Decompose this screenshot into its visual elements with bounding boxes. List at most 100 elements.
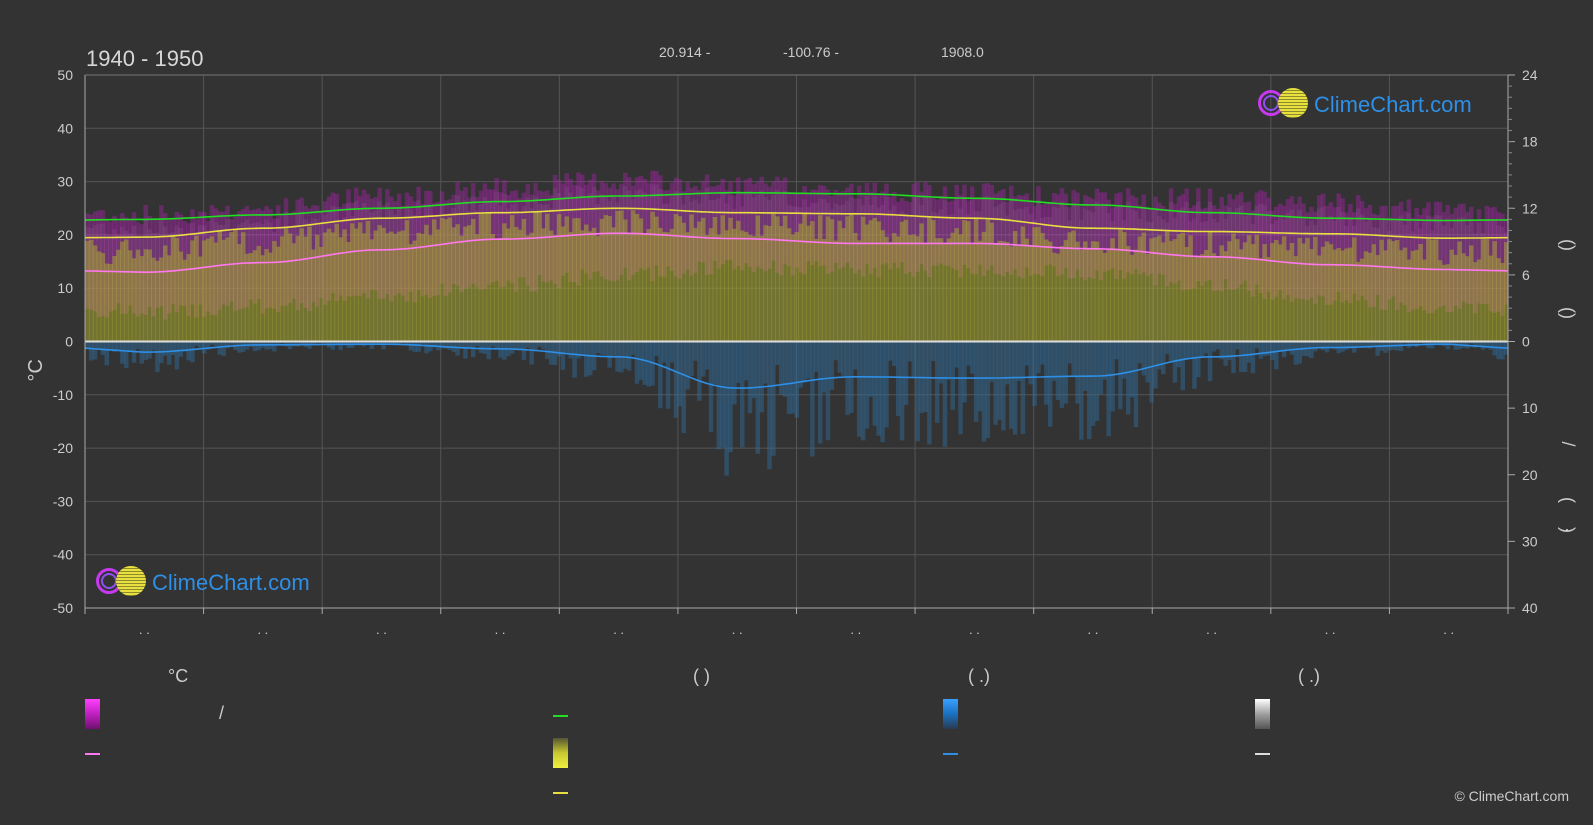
sunshine-bar bbox=[256, 245, 262, 342]
temperature-extreme-bar bbox=[1005, 202, 1010, 216]
temperature-extreme-bar bbox=[474, 197, 480, 211]
sunshine-bar bbox=[1110, 238, 1115, 342]
sunshine-bar bbox=[486, 213, 492, 342]
temperature-extreme-bar bbox=[654, 171, 659, 185]
sunshine-bar bbox=[548, 230, 554, 342]
temperature-extreme-bar bbox=[459, 190, 464, 205]
sunshine-bar bbox=[1441, 264, 1447, 342]
y-left-tick-label: -20 bbox=[53, 440, 73, 456]
rain-bar bbox=[587, 341, 593, 376]
temperature-range-bar bbox=[1192, 218, 1197, 289]
temperature-extreme-bar bbox=[697, 189, 702, 204]
x-tick-label: . . bbox=[257, 622, 268, 637]
sunshine-bar bbox=[1024, 238, 1030, 342]
rain-bar bbox=[1129, 341, 1135, 398]
rain-bar bbox=[470, 341, 476, 358]
sunshine-bar bbox=[470, 218, 476, 342]
sunshine-bar bbox=[907, 235, 913, 342]
sunshine-bar bbox=[213, 242, 219, 342]
sunshine-bar bbox=[1324, 241, 1330, 342]
temperature-extreme-bar bbox=[186, 223, 191, 237]
temperature-extreme-bar bbox=[911, 183, 917, 198]
temperature-extreme-bar bbox=[517, 198, 523, 212]
rain-bar bbox=[1445, 341, 1451, 350]
temperature-extreme-bar bbox=[778, 180, 784, 195]
temperature-extreme-bar bbox=[1102, 192, 1108, 206]
sunshine-bar bbox=[833, 240, 839, 342]
sunshine-bar bbox=[509, 215, 515, 342]
sunshine-bar bbox=[716, 234, 722, 342]
temperature-extreme-bar bbox=[416, 186, 421, 201]
temperature-extreme-bar bbox=[1238, 192, 1244, 206]
logo-bottom[interactable]: ClimeChart.com bbox=[96, 566, 310, 600]
sunshine-bar bbox=[626, 233, 632, 342]
rain-bar bbox=[743, 341, 749, 381]
sunshine-bar bbox=[1161, 242, 1166, 342]
temperature-extreme-bar bbox=[252, 209, 258, 223]
temperature-range-bar bbox=[1028, 213, 1033, 276]
sunshine-bar bbox=[307, 226, 312, 342]
temperature-extreme-bar bbox=[755, 181, 761, 195]
rain-bar bbox=[892, 341, 897, 366]
temperature-extreme-bar bbox=[439, 191, 445, 205]
sunshine-bar bbox=[658, 227, 663, 342]
temperature-extreme-bar bbox=[1250, 210, 1256, 224]
temperature-extreme-bar bbox=[1114, 193, 1119, 207]
sunshine-bar bbox=[700, 217, 706, 342]
sunshine-bar bbox=[1227, 241, 1232, 342]
temperature-extreme-bar bbox=[1437, 202, 1443, 216]
x-tick-label: . . bbox=[969, 622, 980, 637]
rain-bar bbox=[673, 341, 679, 418]
temperature-extreme-bar bbox=[178, 214, 184, 228]
sunshine-bar bbox=[420, 233, 425, 342]
temperature-extreme-bar bbox=[470, 183, 476, 197]
rain-bar bbox=[1344, 341, 1349, 350]
temperature-extreme-bar bbox=[931, 197, 936, 212]
sunshine-bar bbox=[354, 228, 359, 342]
temperature-extreme-bar bbox=[237, 211, 242, 225]
sunshine-bar bbox=[439, 217, 445, 342]
rain-bar bbox=[556, 341, 562, 357]
sunshine-bar bbox=[1238, 249, 1244, 342]
temperature-extreme-bar bbox=[1020, 195, 1026, 209]
y-right-bottom-tick-label: 20 bbox=[1522, 467, 1538, 483]
temperature-extreme-bar bbox=[135, 222, 141, 236]
temperature-extreme-bar bbox=[396, 193, 402, 208]
temperature-extreme-bar bbox=[860, 192, 866, 206]
sunshine-bar bbox=[876, 221, 881, 342]
temperature-extreme-bar bbox=[127, 219, 133, 234]
sunshine-bar bbox=[447, 217, 453, 342]
sunshine-bar bbox=[1359, 258, 1365, 342]
temperature-extreme-bar bbox=[1258, 190, 1263, 204]
rain-bar bbox=[1355, 341, 1361, 347]
logo-top[interactable]: ClimeChart.com bbox=[1258, 88, 1472, 122]
y-right-bottom-tick-label: 10 bbox=[1522, 400, 1538, 416]
temperature-extreme-bar bbox=[661, 190, 667, 204]
sunshine-bar bbox=[408, 244, 414, 342]
rain-bar bbox=[1012, 341, 1018, 435]
temperature-extreme-bar bbox=[322, 201, 328, 215]
rain-bar bbox=[1262, 341, 1267, 357]
sunshine-bar bbox=[1203, 249, 1209, 342]
temperature-extreme-bar bbox=[1480, 219, 1486, 233]
sunshine-bar bbox=[1355, 261, 1361, 342]
temperature-extreme-bar bbox=[1418, 214, 1423, 229]
y-right-bottom-tick-label: 40 bbox=[1522, 600, 1538, 616]
rain-bar bbox=[568, 341, 573, 359]
sunshine-bar bbox=[1277, 244, 1283, 342]
temperature-extreme-bar bbox=[1465, 211, 1470, 226]
temperature-extreme-bar bbox=[467, 197, 472, 211]
temperature-extreme-bar bbox=[225, 205, 230, 220]
sunshine-bar bbox=[1430, 239, 1435, 342]
rain-bar bbox=[143, 341, 148, 361]
rain-bar bbox=[802, 341, 807, 383]
rain-bar bbox=[895, 341, 901, 417]
rain-bar bbox=[876, 341, 881, 436]
sunshine-bar bbox=[786, 228, 792, 342]
sunshine-bar bbox=[1422, 259, 1427, 342]
temperature-extreme-bar bbox=[884, 183, 889, 197]
sunshine-bar bbox=[802, 214, 807, 342]
sunshine-bar bbox=[724, 230, 729, 342]
temperature-extreme-bar bbox=[287, 214, 293, 228]
rain-bar bbox=[525, 341, 531, 348]
